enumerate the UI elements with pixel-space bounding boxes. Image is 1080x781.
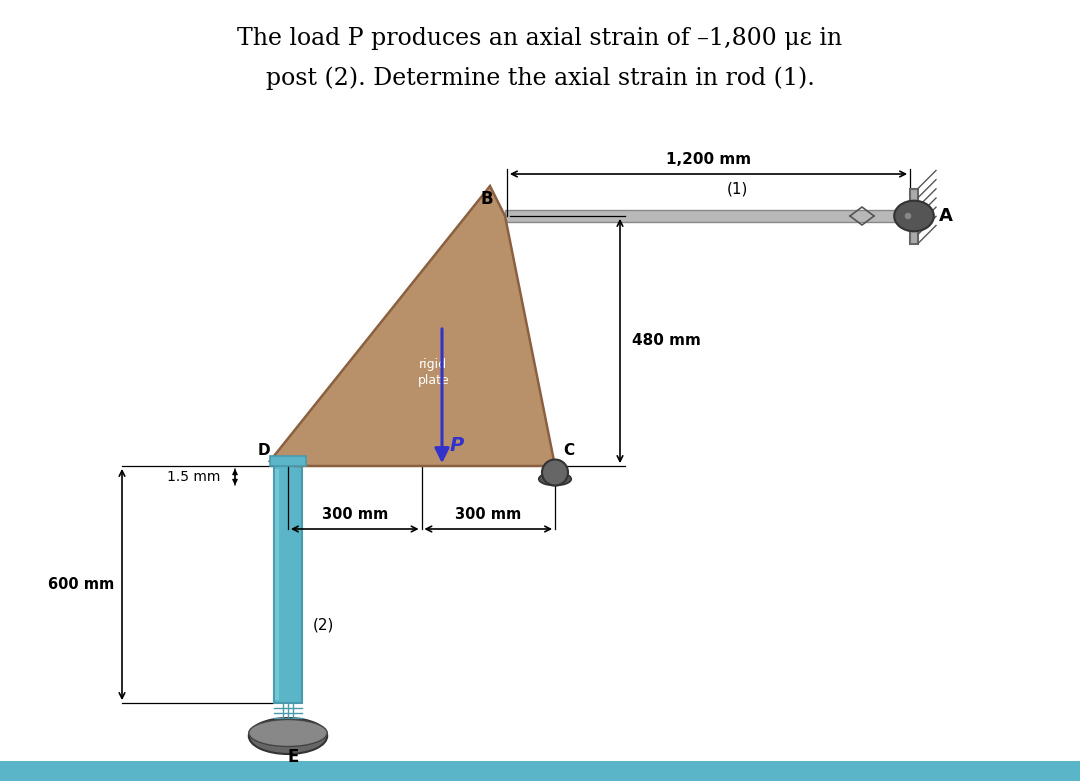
Text: D: D [257, 443, 270, 458]
FancyBboxPatch shape [270, 456, 306, 466]
Text: 480 mm: 480 mm [632, 333, 701, 348]
Text: P: P [450, 436, 464, 455]
Polygon shape [270, 186, 555, 466]
Circle shape [904, 212, 912, 220]
Text: (1): (1) [727, 181, 748, 196]
Text: C: C [563, 443, 575, 458]
Text: B: B [481, 190, 494, 208]
Text: 300 mm: 300 mm [455, 507, 522, 522]
Text: (2): (2) [313, 617, 335, 632]
FancyBboxPatch shape [0, 761, 1080, 781]
FancyBboxPatch shape [280, 728, 296, 736]
Text: 300 mm: 300 mm [322, 507, 388, 522]
Text: 600 mm: 600 mm [48, 577, 114, 592]
Ellipse shape [894, 201, 934, 231]
Ellipse shape [539, 473, 571, 486]
Text: The load P produces an axial strain of –1,800 με in: The load P produces an axial strain of –… [238, 27, 842, 50]
Text: E: E [287, 748, 299, 766]
Ellipse shape [248, 718, 327, 754]
FancyBboxPatch shape [910, 188, 918, 244]
Text: post (2). Determine the axial strain in rod (1).: post (2). Determine the axial strain in … [266, 66, 814, 90]
Ellipse shape [248, 719, 327, 747]
Text: 1.5 mm: 1.5 mm [166, 470, 220, 484]
Text: A: A [940, 207, 953, 225]
Text: rigid
plate: rigid plate [418, 358, 449, 387]
FancyBboxPatch shape [505, 210, 910, 222]
FancyBboxPatch shape [274, 466, 302, 703]
Text: 1,200 mm: 1,200 mm [666, 152, 751, 167]
Circle shape [542, 459, 568, 486]
